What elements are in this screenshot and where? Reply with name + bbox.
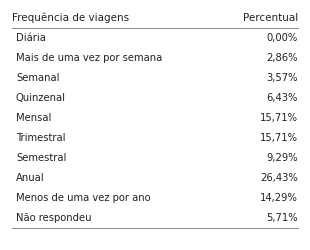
Text: 3,57%: 3,57% bbox=[267, 73, 298, 83]
Text: Frequência de viagens: Frequência de viagens bbox=[12, 13, 129, 23]
Text: Mais de uma vez por semana: Mais de uma vez por semana bbox=[16, 53, 162, 63]
Text: Quinzenal: Quinzenal bbox=[16, 93, 66, 103]
Text: 14,29%: 14,29% bbox=[260, 193, 298, 203]
Text: 15,71%: 15,71% bbox=[260, 113, 298, 123]
Text: 15,71%: 15,71% bbox=[260, 133, 298, 143]
Text: Não respondeu: Não respondeu bbox=[16, 213, 91, 223]
Text: Anual: Anual bbox=[16, 173, 45, 183]
Text: Menos de uma vez por ano: Menos de uma vez por ano bbox=[16, 193, 151, 203]
Text: 5,71%: 5,71% bbox=[266, 213, 298, 223]
Text: Percentual: Percentual bbox=[243, 13, 298, 23]
Text: Semanal: Semanal bbox=[16, 73, 60, 83]
Text: 9,29%: 9,29% bbox=[266, 153, 298, 163]
Text: 0,00%: 0,00% bbox=[267, 33, 298, 43]
Text: 26,43%: 26,43% bbox=[260, 173, 298, 183]
Text: Diária: Diária bbox=[16, 33, 46, 43]
Text: 2,86%: 2,86% bbox=[267, 53, 298, 63]
Text: Trimestral: Trimestral bbox=[16, 133, 65, 143]
Text: 6,43%: 6,43% bbox=[267, 93, 298, 103]
Text: Semestral: Semestral bbox=[16, 153, 66, 163]
Text: Mensal: Mensal bbox=[16, 113, 51, 123]
